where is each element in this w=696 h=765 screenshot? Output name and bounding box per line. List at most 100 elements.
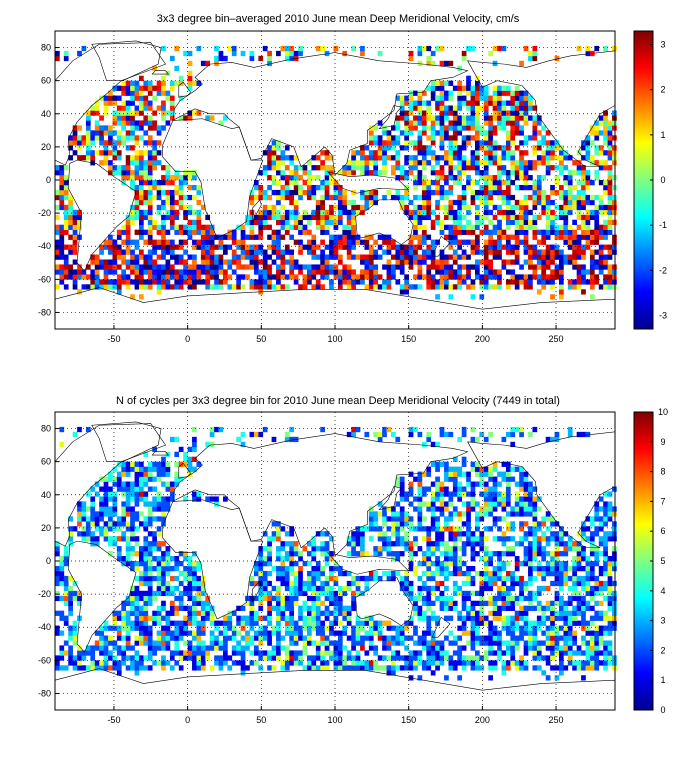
velocity-bin — [311, 165, 316, 170]
cycles-bin — [59, 655, 64, 660]
velocity-bin — [462, 120, 467, 125]
velocity-bin — [546, 210, 551, 215]
velocity-bin — [356, 165, 361, 170]
cycles-bin — [506, 621, 511, 626]
velocity-bin — [537, 180, 542, 185]
cycles-bin — [599, 650, 604, 655]
cycles-bin — [435, 640, 440, 645]
cycles-bin — [183, 591, 188, 596]
velocity-bin — [435, 155, 440, 160]
cycles-bin — [298, 631, 303, 636]
velocity-bin — [555, 235, 560, 240]
velocity-bin — [466, 230, 471, 235]
velocity-bin — [506, 245, 511, 250]
velocity-bin — [298, 175, 303, 180]
cycles-bin — [581, 640, 586, 645]
cycles-bin — [532, 596, 537, 601]
cycles-bin — [55, 571, 60, 576]
cycles-bin — [241, 655, 246, 660]
cycles-bin — [373, 621, 378, 626]
velocity-bin — [223, 269, 228, 274]
velocity-bin — [418, 274, 423, 279]
cycles-bin — [311, 556, 316, 561]
cycles-bin — [316, 566, 321, 571]
cycles-bin — [311, 640, 316, 645]
velocity-bin — [201, 259, 206, 264]
cycles-bin — [139, 556, 144, 561]
velocity-bin — [457, 150, 462, 155]
cycles-bin — [612, 611, 617, 616]
cycles-bin — [586, 645, 591, 650]
velocity-bin — [475, 195, 480, 200]
velocity-bin — [541, 160, 546, 165]
velocity-bin — [338, 279, 343, 284]
velocity-bin — [276, 245, 281, 250]
velocity-bin — [289, 175, 294, 180]
velocity-bin — [493, 205, 498, 210]
velocity-bin — [418, 145, 423, 150]
cycles-bin — [488, 640, 493, 645]
velocity-bin — [329, 255, 334, 260]
cycles-bin — [192, 551, 197, 556]
velocity-bin — [404, 205, 409, 210]
cycles-bin — [457, 655, 462, 660]
cycles-bin — [316, 576, 321, 581]
velocity-bin — [493, 130, 498, 135]
velocity-bin — [484, 170, 489, 175]
velocity-bin — [267, 269, 272, 274]
velocity-bin — [426, 150, 431, 155]
velocity-bin — [418, 235, 423, 240]
cycles-bin — [515, 665, 520, 670]
cycles-bin — [563, 616, 568, 621]
cycles-bin — [148, 551, 153, 556]
velocity-bin — [586, 235, 591, 240]
cycles-bin — [311, 546, 316, 551]
velocity-bin — [166, 284, 171, 289]
cycles-bin — [201, 611, 206, 616]
cycles-bin — [431, 601, 436, 606]
cycles-bin — [426, 616, 431, 621]
cycles-bin — [541, 571, 546, 576]
velocity-bin — [422, 150, 427, 155]
cycles-bin — [524, 546, 529, 551]
cycles-bin — [479, 611, 484, 616]
velocity-bin — [161, 190, 166, 195]
cycles-bin — [289, 601, 294, 606]
cycles-bin — [466, 591, 471, 596]
velocity-bin — [453, 250, 458, 255]
velocity-bin — [479, 259, 484, 264]
velocity-bin — [510, 180, 515, 185]
velocity-bin — [143, 175, 148, 180]
velocity-bin — [581, 215, 586, 220]
cycles-bin — [387, 541, 392, 546]
velocity-bin — [130, 155, 135, 160]
velocity-bin — [493, 274, 498, 279]
velocity-bin — [506, 86, 511, 91]
velocity-bin — [590, 235, 595, 240]
velocity-bin — [586, 245, 591, 250]
velocity-bin — [475, 269, 480, 274]
velocity-bin — [227, 245, 232, 250]
velocity-bin — [112, 140, 117, 145]
cycles-bin — [356, 665, 361, 670]
cycles-bin — [479, 556, 484, 561]
cycles-bin — [369, 636, 374, 641]
velocity-bin — [325, 190, 330, 195]
velocity-bin — [143, 240, 148, 245]
cycles-bin — [143, 526, 148, 531]
velocity-bin — [462, 155, 467, 160]
cycles-bin — [334, 576, 339, 581]
velocity-bin — [338, 210, 343, 215]
velocity-bin — [404, 135, 409, 140]
velocity-bin — [409, 240, 414, 245]
cycles-bin — [161, 566, 166, 571]
velocity-bin — [143, 96, 148, 101]
cycles-bin — [466, 566, 471, 571]
velocity-bin — [64, 205, 69, 210]
velocity-bin — [506, 195, 511, 200]
velocity-bin — [227, 274, 232, 279]
velocity-bin — [272, 240, 277, 245]
velocity-bin — [351, 150, 356, 155]
cycles-bin — [298, 566, 303, 571]
cycles-bin — [563, 541, 568, 546]
